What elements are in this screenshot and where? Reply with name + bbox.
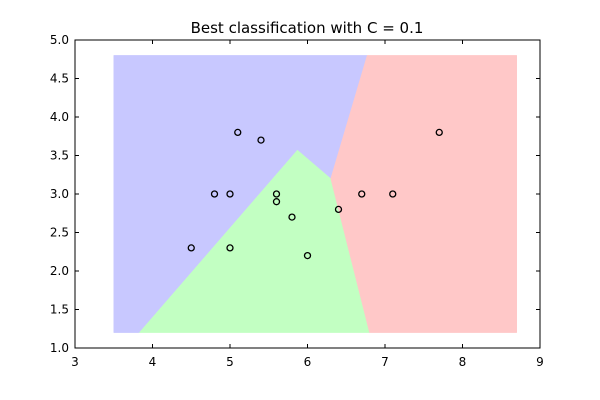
y-tick-label: 2.5 (50, 226, 69, 240)
y-axis: 1.0 1.5 2.0 2.5 3.0 3.5 4.0 4.5 5.0 (50, 33, 540, 355)
y-tick-label: 1.0 (50, 341, 69, 355)
decision-regions (113, 55, 517, 333)
y-tick-label: 3.0 (50, 187, 69, 201)
data-point (272, 190, 281, 198)
y-tick-label: 4.5 (50, 72, 69, 86)
data-point (272, 198, 281, 206)
data-points (187, 128, 443, 260)
data-point (303, 251, 312, 260)
region-red (330, 55, 517, 333)
x-tick-label: 6 (304, 355, 312, 369)
x-axis: 3 4 5 6 7 8 9 (71, 40, 544, 369)
data-point (358, 190, 366, 198)
x-tick-label: 4 (149, 355, 157, 369)
y-tick-label: 3.5 (50, 149, 69, 163)
chart-title: Best classification with C = 0.1 (191, 19, 424, 37)
y-tick-label: 4.0 (50, 110, 69, 124)
data-point (389, 190, 397, 198)
y-tick-label: 5.0 (50, 33, 69, 47)
x-tick-label: 9 (536, 355, 544, 369)
data-point (334, 205, 343, 214)
x-tick-label: 8 (459, 355, 467, 369)
data-point (226, 244, 234, 252)
x-tick-label: 7 (381, 355, 389, 369)
data-point (435, 128, 443, 137)
data-point (210, 190, 219, 198)
y-tick-label: 2.0 (50, 264, 69, 278)
data-point (257, 136, 265, 144)
y-tick-label: 1.5 (50, 303, 69, 317)
x-tick-label: 5 (226, 355, 234, 369)
data-point (288, 213, 296, 221)
data-point (226, 190, 234, 198)
data-point (234, 128, 242, 137)
x-tick-label: 3 (71, 355, 79, 369)
data-point (187, 244, 195, 252)
